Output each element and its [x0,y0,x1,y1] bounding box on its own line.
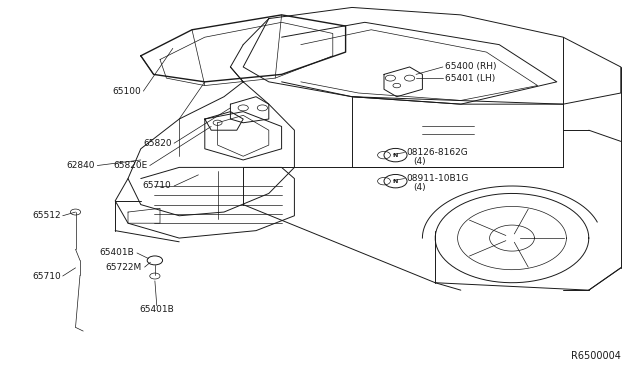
Text: 65401B: 65401B [140,305,174,314]
Text: 65820: 65820 [143,139,172,148]
Text: 08911-10B1G: 08911-10B1G [406,174,468,183]
Text: 65710: 65710 [32,272,61,280]
Text: (4): (4) [413,157,426,166]
Text: R6500004: R6500004 [571,351,621,361]
Text: 65401 (LH): 65401 (LH) [445,74,495,83]
Text: 65100: 65100 [112,87,141,96]
Text: 65401B: 65401B [100,248,134,257]
Text: 65820E: 65820E [113,161,147,170]
Text: 62840: 62840 [66,161,95,170]
Text: 65722M: 65722M [106,263,142,272]
Text: 65400 (RH): 65400 (RH) [445,62,496,71]
Text: (4): (4) [413,183,426,192]
Text: N: N [393,153,398,158]
Text: 08126-8162G: 08126-8162G [406,148,468,157]
Text: N: N [393,179,398,184]
Text: 65710: 65710 [143,182,172,190]
Text: 65512: 65512 [32,211,61,220]
